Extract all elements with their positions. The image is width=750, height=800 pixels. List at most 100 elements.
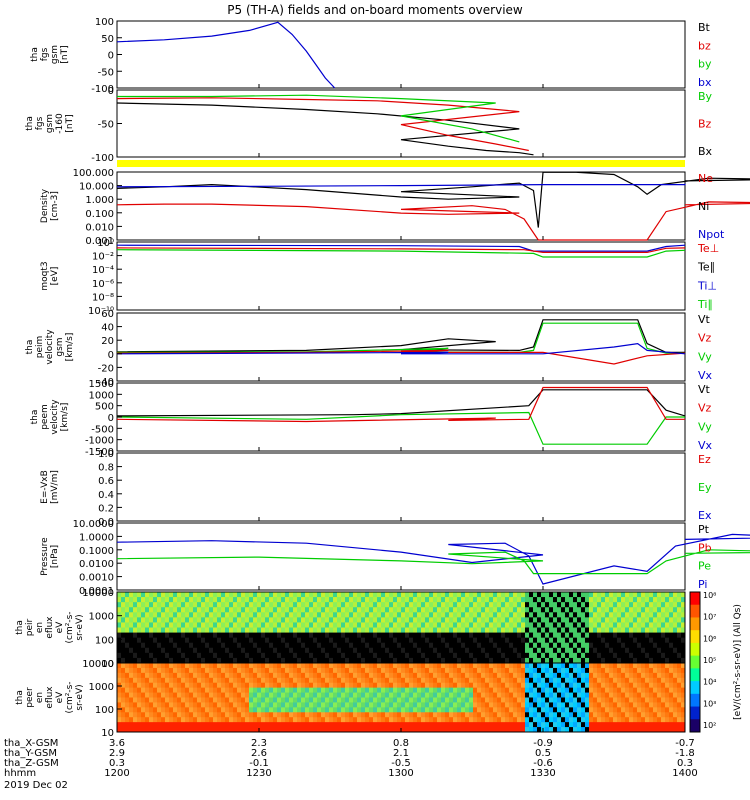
- spectrogram-cell: [285, 712, 290, 718]
- spectrogram-cell: [153, 677, 158, 684]
- spectrogram-cell: [245, 717, 250, 723]
- date-label: 2019 Dec 02: [4, 780, 68, 791]
- spectrogram-cell: [293, 592, 298, 598]
- spectrogram-cell: [413, 687, 418, 694]
- spectrogram-cell: [121, 637, 126, 644]
- spectrogram-cell: [405, 592, 410, 598]
- spectrogram-cell: [293, 677, 298, 684]
- spectrogram-cell: [245, 612, 250, 618]
- spectrogram-cell: [421, 592, 426, 598]
- spectrogram-cell: [629, 632, 634, 639]
- spectrogram-cell: [665, 672, 670, 679]
- spectrogram-cell: [205, 617, 210, 623]
- spectrogram-cell: [341, 687, 346, 694]
- spectrogram-cell: [557, 712, 562, 718]
- spectrogram-cell: [337, 622, 342, 628]
- spectrogram-cell: [637, 642, 642, 649]
- spectrogram-cell: [281, 687, 286, 694]
- spectrogram-cell: [489, 612, 494, 618]
- spectrogram-cell: [205, 642, 210, 649]
- spectrogram-cell: [621, 597, 626, 603]
- spectrogram-cell: [469, 672, 474, 679]
- spectrogram-cell: [185, 612, 190, 618]
- spectrogram-cell: [389, 712, 394, 718]
- spectrogram-cell: [489, 672, 494, 679]
- spectrogram-cell: [421, 702, 426, 708]
- spectrogram-cell: [241, 617, 246, 623]
- spectrogram-cell: [353, 722, 358, 728]
- spectrogram-cell: [553, 672, 558, 679]
- spectrogram-cell: [441, 707, 446, 713]
- spectrogram-cell: [181, 692, 186, 698]
- colorbar-cell: [690, 604, 700, 618]
- y-axis-label: [km/s]: [65, 333, 75, 362]
- spectrogram-cell: [121, 602, 126, 608]
- spectrogram-cell: [441, 632, 446, 639]
- spectrogram-cell: [213, 597, 218, 603]
- spectrogram-cell: [385, 707, 390, 713]
- spectrogram-cell: [353, 702, 358, 708]
- spectrogram-cell: [229, 602, 234, 608]
- spectrogram-cell: [521, 642, 526, 649]
- spectrogram-cell: [313, 677, 318, 684]
- y-axis-label: [nT]: [65, 114, 75, 132]
- spectrogram-cell: [437, 647, 442, 654]
- spectrogram-cell: [161, 692, 166, 698]
- y-tick-label: -1000: [85, 436, 114, 447]
- spectrogram-cell: [201, 712, 206, 718]
- spectrogram-cell: [305, 717, 310, 723]
- spectrogram-cell: [433, 647, 438, 654]
- x-tick-label: 2.1: [393, 748, 409, 759]
- spectrogram-cell: [209, 712, 214, 718]
- spectrogram-cell: [369, 722, 374, 728]
- spectrogram-cell: [293, 667, 298, 674]
- spectrogram-cell: [677, 632, 682, 639]
- spectrogram-cell: [281, 622, 286, 628]
- spectrogram-cell: [629, 607, 634, 613]
- spectrogram-cell: [589, 642, 594, 649]
- spectrogram-cell: [673, 692, 678, 698]
- spectrogram-cell: [193, 652, 198, 659]
- spectrogram-cell: [193, 692, 198, 698]
- spectrogram-cell: [497, 622, 502, 628]
- spectrogram-cell: [569, 612, 574, 618]
- spectrogram-cell: [585, 727, 590, 733]
- spectrogram-cell: [137, 717, 142, 723]
- spectrogram-cell: [205, 672, 210, 679]
- spectrogram-cell: [137, 592, 142, 598]
- spectrogram-cell: [633, 717, 638, 723]
- spectrogram-cell: [649, 607, 654, 613]
- spectrogram-cell: [189, 717, 194, 723]
- spectrogram-cell: [601, 652, 606, 659]
- spectrogram-cell: [153, 592, 158, 598]
- spectrogram-cell: [497, 717, 502, 723]
- spectrogram-cell: [177, 702, 182, 708]
- spectrogram-cell: [561, 727, 566, 733]
- y-tick-label: 50: [101, 34, 114, 45]
- spectrogram-cell: [505, 717, 510, 723]
- spectrogram-cell: [361, 677, 366, 684]
- spectrogram-cell: [509, 607, 514, 613]
- spectrogram-cell: [125, 672, 130, 679]
- spectrogram-cell: [253, 642, 258, 649]
- spectrogram-cell: [349, 692, 354, 698]
- spectrogram-cell: [609, 622, 614, 628]
- spectrogram-cell: [181, 707, 186, 713]
- spectrogram-cell: [309, 687, 314, 694]
- spectrogram-cell: [425, 667, 430, 674]
- spectrogram-cell: [677, 602, 682, 608]
- spectrogram-cell: [241, 707, 246, 713]
- spectrogram-cell: [237, 702, 242, 708]
- spectrogram-cell: [477, 647, 482, 654]
- spectrogram-cell: [613, 622, 618, 628]
- spectrogram-cell: [541, 667, 546, 674]
- spectrogram-cell: [609, 707, 614, 713]
- spectrogram-cell: [525, 722, 530, 728]
- spectrogram-cell: [469, 717, 474, 723]
- spectrogram-cell: [329, 632, 334, 639]
- spectrogram-cell: [257, 677, 262, 684]
- spectrogram-cell: [117, 702, 122, 708]
- spectrogram-cell: [549, 647, 554, 654]
- spectrogram-cell: [369, 612, 374, 618]
